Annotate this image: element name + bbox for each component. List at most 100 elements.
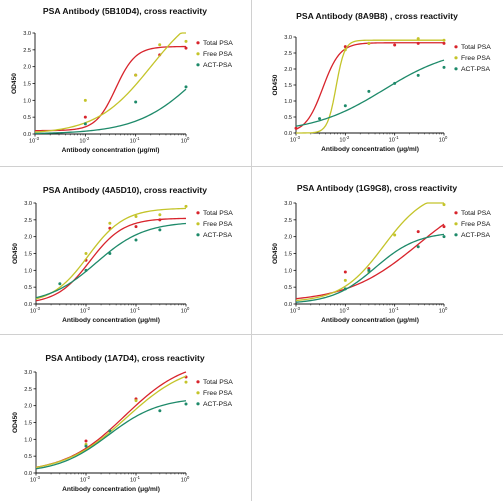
x-tick-label: 10-2: [80, 475, 91, 484]
y-tick-label: 1.5: [24, 421, 32, 427]
legend-label-free-psa: Free PSA: [203, 390, 233, 397]
legend-label-total-psa: Total PSA: [203, 379, 233, 386]
legend-marker-total-psa: [454, 45, 458, 49]
data-point-act-psa: [84, 268, 88, 272]
x-tick-label: 100: [439, 306, 448, 315]
x-tick-exponent: 0: [445, 306, 448, 311]
x-tick-exponent: -2: [86, 475, 90, 480]
fit-curve-total-psa: [295, 42, 444, 130]
y-tick-label: 0.5: [24, 454, 32, 460]
x-tick-label: 100: [181, 136, 190, 145]
x-tick-label: 10-1: [130, 136, 141, 145]
y-tick-label: 2.5: [24, 218, 32, 224]
legend-label-act-psa: ACT-PSA: [203, 62, 233, 69]
chart-panel-1: PSA Antibody (5B10D4), cross reactivity 0…: [11, 6, 233, 154]
x-tick-exponent: -2: [86, 136, 90, 141]
y-tick-label: 2.5: [284, 51, 292, 57]
legend-marker-act-psa: [196, 63, 200, 67]
x-tick-exponent: -3: [296, 135, 300, 140]
legend-label-act-psa: ACT-PSA: [461, 232, 491, 239]
data-point-free-psa: [416, 37, 420, 41]
legend-label-total-psa: Total PSA: [461, 210, 491, 217]
y-tick-label: 2.0: [23, 65, 31, 71]
chart-panel-3: PSA Antibody (4A5D10), cross reactivity 0…: [12, 185, 233, 324]
data-point-free-psa: [442, 38, 446, 42]
data-point-free-psa: [134, 214, 138, 218]
x-tick-label: 10-2: [339, 135, 350, 144]
x-tick-label: 10-2: [79, 136, 90, 145]
data-point-act-psa: [184, 402, 188, 406]
y-axis-label: OD450: [12, 412, 19, 433]
x-tick-exponent: -3: [36, 475, 40, 480]
y-tick-label: 3.0: [284, 201, 292, 207]
data-point-free-psa: [343, 278, 347, 282]
data-point-total-psa: [83, 115, 87, 119]
data-point-act-psa: [84, 444, 88, 448]
x-axis-label: Antibody concentration (μg/ml): [321, 317, 419, 324]
y-tick-label: 0.0: [284, 131, 292, 137]
legend-label-free-psa: Free PSA: [461, 221, 491, 228]
y-tick-label: 3.0: [24, 201, 32, 207]
y-tick-label: 1.5: [24, 252, 32, 258]
x-tick-label: 10-1: [389, 135, 400, 144]
legend-marker-free-psa: [196, 52, 200, 56]
y-tick-label: 1.0: [23, 98, 31, 104]
y-tick-label: 2.5: [23, 48, 31, 54]
data-point-act-psa: [158, 228, 162, 232]
x-tick-label: 100: [181, 306, 190, 315]
y-tick-label: 3.0: [24, 370, 32, 376]
x-tick-label: 10-3: [29, 136, 40, 145]
x-tick-label: 100: [181, 475, 190, 484]
x-tick-label: 100: [439, 135, 448, 144]
legend-label-free-psa: Free PSA: [203, 221, 233, 228]
legend-label-free-psa: Free PSA: [203, 51, 233, 58]
fit-curve-free-psa: [296, 39, 444, 134]
fit-curve-total-psa: [34, 45, 187, 132]
x-tick-exponent: 0: [187, 306, 190, 311]
data-point-act-psa: [134, 238, 138, 242]
data-point-act-psa: [367, 268, 371, 272]
x-tick-label: 10-2: [80, 306, 91, 315]
x-tick-exponent: -2: [346, 306, 350, 311]
y-tick-label: 0.0: [24, 302, 32, 308]
data-point-free-psa: [184, 204, 188, 208]
x-tick-exponent: -1: [395, 135, 399, 140]
legend-marker-total-psa: [454, 211, 458, 215]
data-point-free-psa: [442, 203, 446, 207]
data-point-act-psa: [393, 81, 397, 85]
legend-marker-act-psa: [454, 67, 458, 71]
legend-marker-free-psa: [196, 391, 200, 395]
legend-marker-free-psa: [454, 56, 458, 60]
data-point-free-psa: [184, 39, 188, 43]
data-point-total-psa: [184, 46, 188, 50]
y-tick-label: 1.5: [284, 83, 292, 89]
grid-divider-horizontal-2: [0, 334, 503, 335]
x-tick-exponent: -3: [36, 306, 40, 311]
y-tick-label: 2.0: [24, 235, 32, 241]
data-point-act-psa: [343, 287, 347, 291]
y-tick-label: 2.5: [284, 218, 292, 224]
y-tick-label: 2.0: [24, 404, 32, 410]
data-point-act-psa: [442, 65, 446, 69]
data-point-act-psa: [318, 117, 322, 121]
data-point-total-psa: [343, 270, 347, 274]
data-point-act-psa: [367, 89, 371, 93]
chart-title: PSA Antibody (1G9G8), cross reactivity: [297, 183, 458, 193]
data-point-act-psa: [442, 235, 446, 239]
data-point-total-psa: [294, 126, 298, 130]
data-point-free-psa: [83, 98, 87, 102]
legend-label-total-psa: Total PSA: [461, 44, 491, 51]
grid-divider-vertical: [251, 0, 252, 501]
y-tick-label: 1.0: [284, 99, 292, 105]
x-tick-exponent: -2: [86, 306, 90, 311]
y-axis-label: OD450: [272, 74, 279, 95]
x-tick-label: 10-3: [30, 306, 41, 315]
data-point-act-psa: [158, 409, 162, 413]
x-tick-exponent: 0: [445, 135, 448, 140]
data-point-act-psa: [134, 100, 138, 104]
fit-curve-total-psa: [35, 371, 187, 468]
legend-label-act-psa: ACT-PSA: [203, 232, 233, 239]
x-tick-label: 10-1: [130, 475, 141, 484]
data-point-act-psa: [416, 245, 420, 249]
data-point-free-psa: [184, 380, 188, 384]
